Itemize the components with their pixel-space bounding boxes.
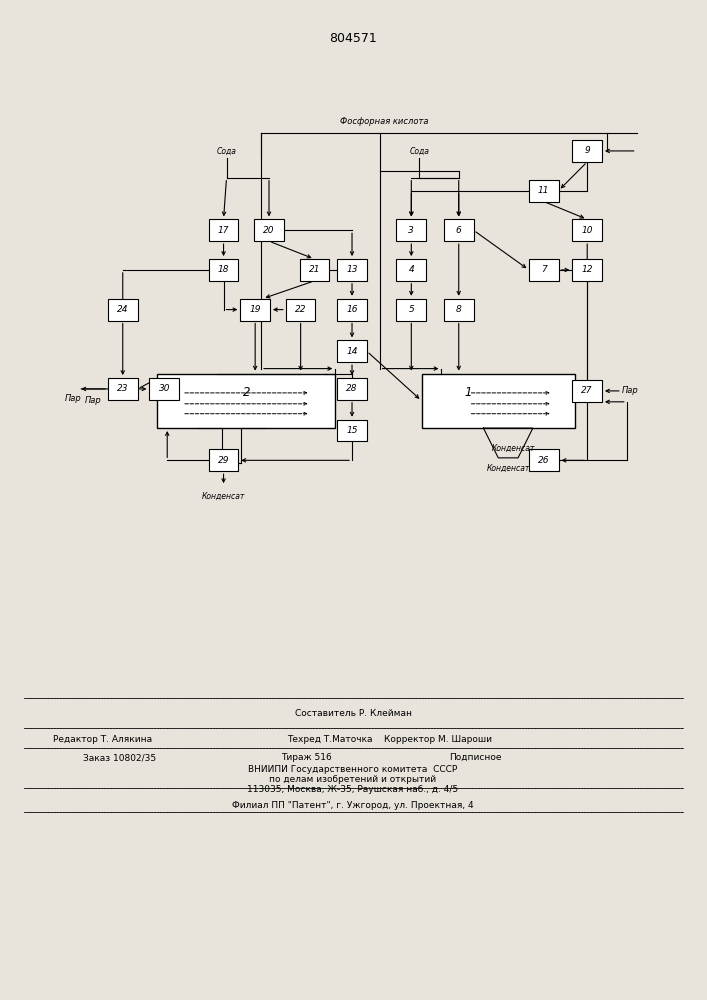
Text: по делам изобретений и открытий: по делам изобретений и открытий [269,775,436,784]
Text: 17: 17 [218,226,229,235]
Text: Пар: Пар [85,396,102,405]
Text: 26: 26 [538,456,549,465]
Bar [209,219,238,241]
Text: 804571: 804571 [329,32,377,45]
Text: 8: 8 [456,305,462,314]
Text: 11: 11 [538,186,549,195]
Text: 13: 13 [346,265,358,274]
Text: 28: 28 [346,384,358,393]
Text: 113035, Москва, Ж-35, Раушская наб., д. 4/5: 113035, Москва, Ж-35, Раушская наб., д. … [247,785,459,794]
Text: Сода: Сода [216,146,236,155]
Text: Пар: Пар [621,386,638,395]
Bar [255,219,284,241]
Text: 1: 1 [465,386,472,399]
Text: Фосфорная кислота: Фосфорная кислота [340,117,428,126]
Text: 14: 14 [346,347,358,356]
Bar [108,378,138,400]
Text: Техред Т.Маточка    Корректор М. Шароши: Техред Т.Маточка Корректор М. Шароши [287,735,492,744]
Text: 4: 4 [409,265,414,274]
Bar [337,378,367,400]
Bar [286,299,315,321]
Bar [529,180,559,202]
Text: Сода: Сода [409,146,429,155]
Text: Тираж 516: Тираж 516 [281,753,332,762]
Bar [444,299,474,321]
Bar [158,374,335,428]
Text: 29: 29 [218,456,229,465]
Text: Составитель Р. Клейман: Составитель Р. Клейман [295,709,411,718]
Bar [300,259,329,281]
Text: 9: 9 [585,146,590,155]
Text: 5: 5 [409,305,414,314]
Text: 24: 24 [117,305,129,314]
Bar [209,259,238,281]
Text: Филиал ПП "Патент", г. Ужгород, ул. Проектная, 4: Филиал ПП "Патент", г. Ужгород, ул. Прое… [232,801,474,810]
Bar [149,378,179,400]
Bar [573,140,602,162]
Bar [209,449,238,471]
Text: 2: 2 [243,386,250,399]
Text: Конденсат: Конденсат [486,464,530,473]
Text: 16: 16 [346,305,358,314]
Text: Редактор Т. Алякина: Редактор Т. Алякина [54,735,153,744]
Bar [397,219,426,241]
Bar [421,374,575,428]
Bar [573,219,602,241]
Text: Пар: Пар [65,394,82,403]
Text: Конденсат: Конденсат [491,443,534,452]
Bar [444,219,474,241]
Text: 23: 23 [117,384,129,393]
Bar [337,259,367,281]
Text: 12: 12 [581,265,593,274]
Text: 20: 20 [263,226,275,235]
Text: Подписное: Подписное [449,753,501,762]
Text: 30: 30 [158,384,170,393]
Bar [573,380,602,402]
Bar [529,449,559,471]
Text: 21: 21 [309,265,320,274]
Text: 15: 15 [346,426,358,435]
Text: 19: 19 [250,305,261,314]
Bar [573,259,602,281]
Text: 10: 10 [581,226,593,235]
Text: Конденсат: Конденсат [202,492,245,501]
Bar [337,340,367,362]
Text: 27: 27 [581,386,593,395]
Text: Заказ 10802/35: Заказ 10802/35 [83,753,156,762]
Bar [337,299,367,321]
Bar [397,299,426,321]
Bar [529,259,559,281]
Text: 18: 18 [218,265,229,274]
Bar [108,299,138,321]
Text: 6: 6 [456,226,462,235]
Text: ВНИИПИ Государственного комитета  СССР: ВНИИПИ Государственного комитета СССР [248,765,457,774]
Text: 22: 22 [295,305,306,314]
Text: 3: 3 [409,226,414,235]
Bar [240,299,270,321]
Text: 7: 7 [541,265,547,274]
Bar [397,259,426,281]
Bar [337,420,367,441]
